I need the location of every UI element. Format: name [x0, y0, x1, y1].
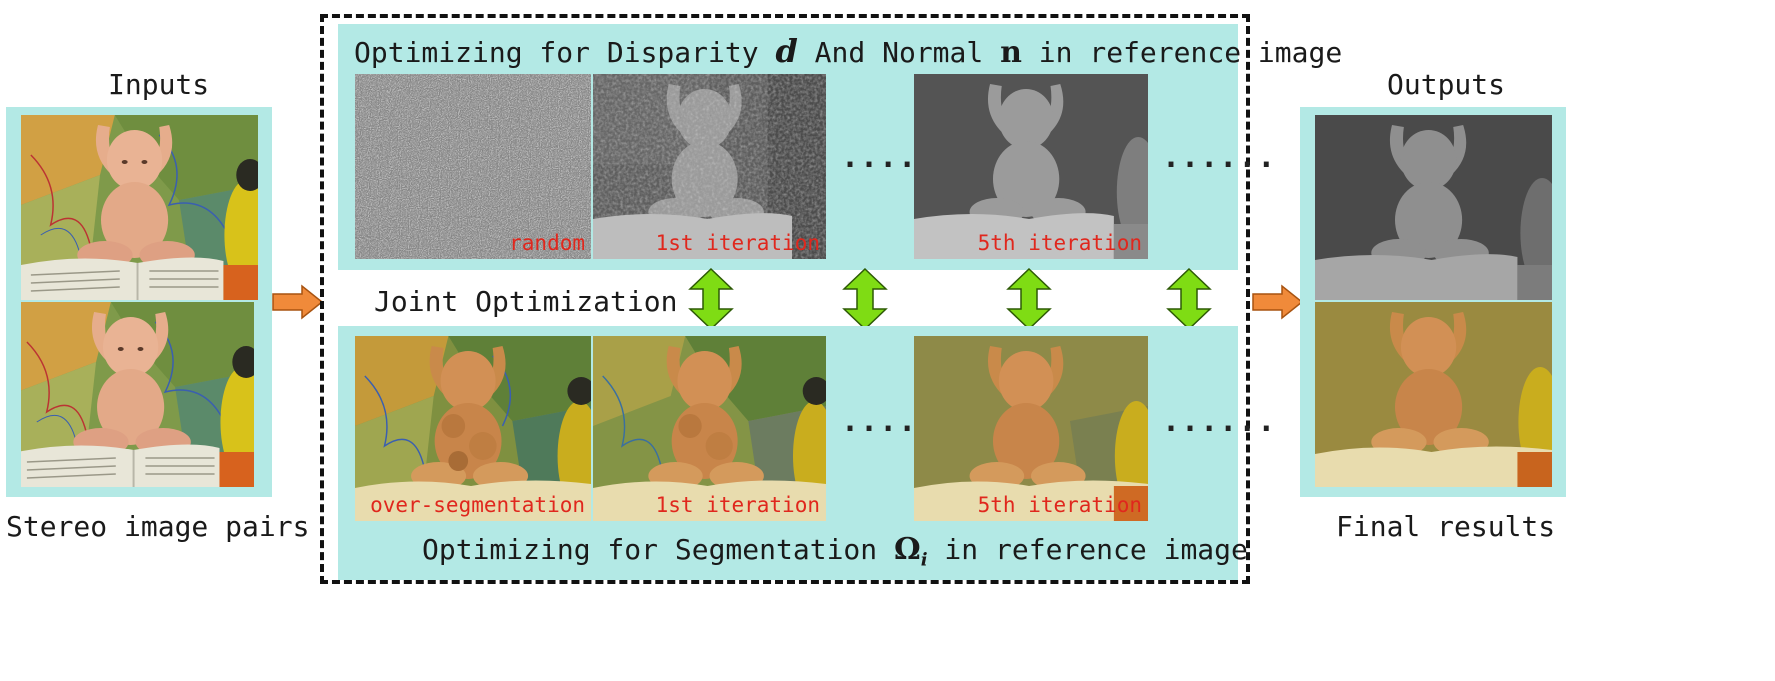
frame-caption: random	[509, 231, 585, 255]
frame-caption: 1st iteration	[655, 231, 820, 255]
frame-caption: over-segmentation	[370, 493, 585, 517]
orange-arrow-icon	[1252, 284, 1304, 320]
inputs-panel	[6, 107, 272, 497]
inputs-title: Inputs	[108, 68, 210, 101]
double-arrow-icon	[688, 267, 734, 331]
joint-optimization-frame	[320, 14, 1250, 584]
disparity-ellipsis-2: ......	[1162, 140, 1277, 175]
outputs-panel	[1300, 107, 1566, 497]
inputs-caption: Stereo image pairs	[6, 510, 310, 543]
outputs-caption: Final results	[1336, 510, 1556, 543]
omega-subscript: i	[920, 549, 928, 571]
disparity-panel-title: Optimizing for Disparity d And Normal n …	[354, 32, 1343, 70]
segmentation-ellipsis-2: ......	[1162, 404, 1277, 439]
segmentation-panel: over-segmentation 1st iteration ...... 5…	[338, 326, 1275, 580]
double-arrow-icon	[842, 267, 888, 331]
segmentation-iter5-image: 5th iteration	[914, 336, 1148, 521]
frame-caption: 5th iteration	[977, 493, 1142, 517]
normal-symbol: n	[1000, 35, 1022, 70]
input-right-image	[21, 302, 258, 487]
frame-caption: 5th iteration	[977, 231, 1142, 255]
output-segmentation-image	[1315, 302, 1552, 487]
disparity-random-image: random	[355, 74, 591, 259]
disparity-symbol: d	[775, 32, 798, 70]
segmentation-panel-title: Optimizing for Segmentation Ωi in refere…	[422, 532, 1248, 571]
double-arrow-icon	[1006, 267, 1052, 331]
segmentation-iter1-image: 1st iteration	[593, 336, 826, 521]
joint-optimization-label: Joint Optimization	[374, 285, 678, 318]
output-disparity-image	[1315, 115, 1552, 300]
input-left-image	[21, 115, 258, 300]
disparity-iter1-image: 1st iteration	[593, 74, 826, 259]
omega-symbol: Ω	[894, 532, 921, 567]
segmentation-over-image: over-segmentation	[355, 336, 591, 521]
double-arrow-icon	[1166, 267, 1212, 331]
disparity-iter5-image: 5th iteration	[914, 74, 1148, 259]
frame-caption: 1st iteration	[655, 493, 820, 517]
disparity-panel: Optimizing for Disparity d And Normal n …	[338, 24, 1342, 270]
outputs-title: Outputs	[1387, 68, 1506, 101]
orange-arrow-icon	[272, 284, 324, 320]
